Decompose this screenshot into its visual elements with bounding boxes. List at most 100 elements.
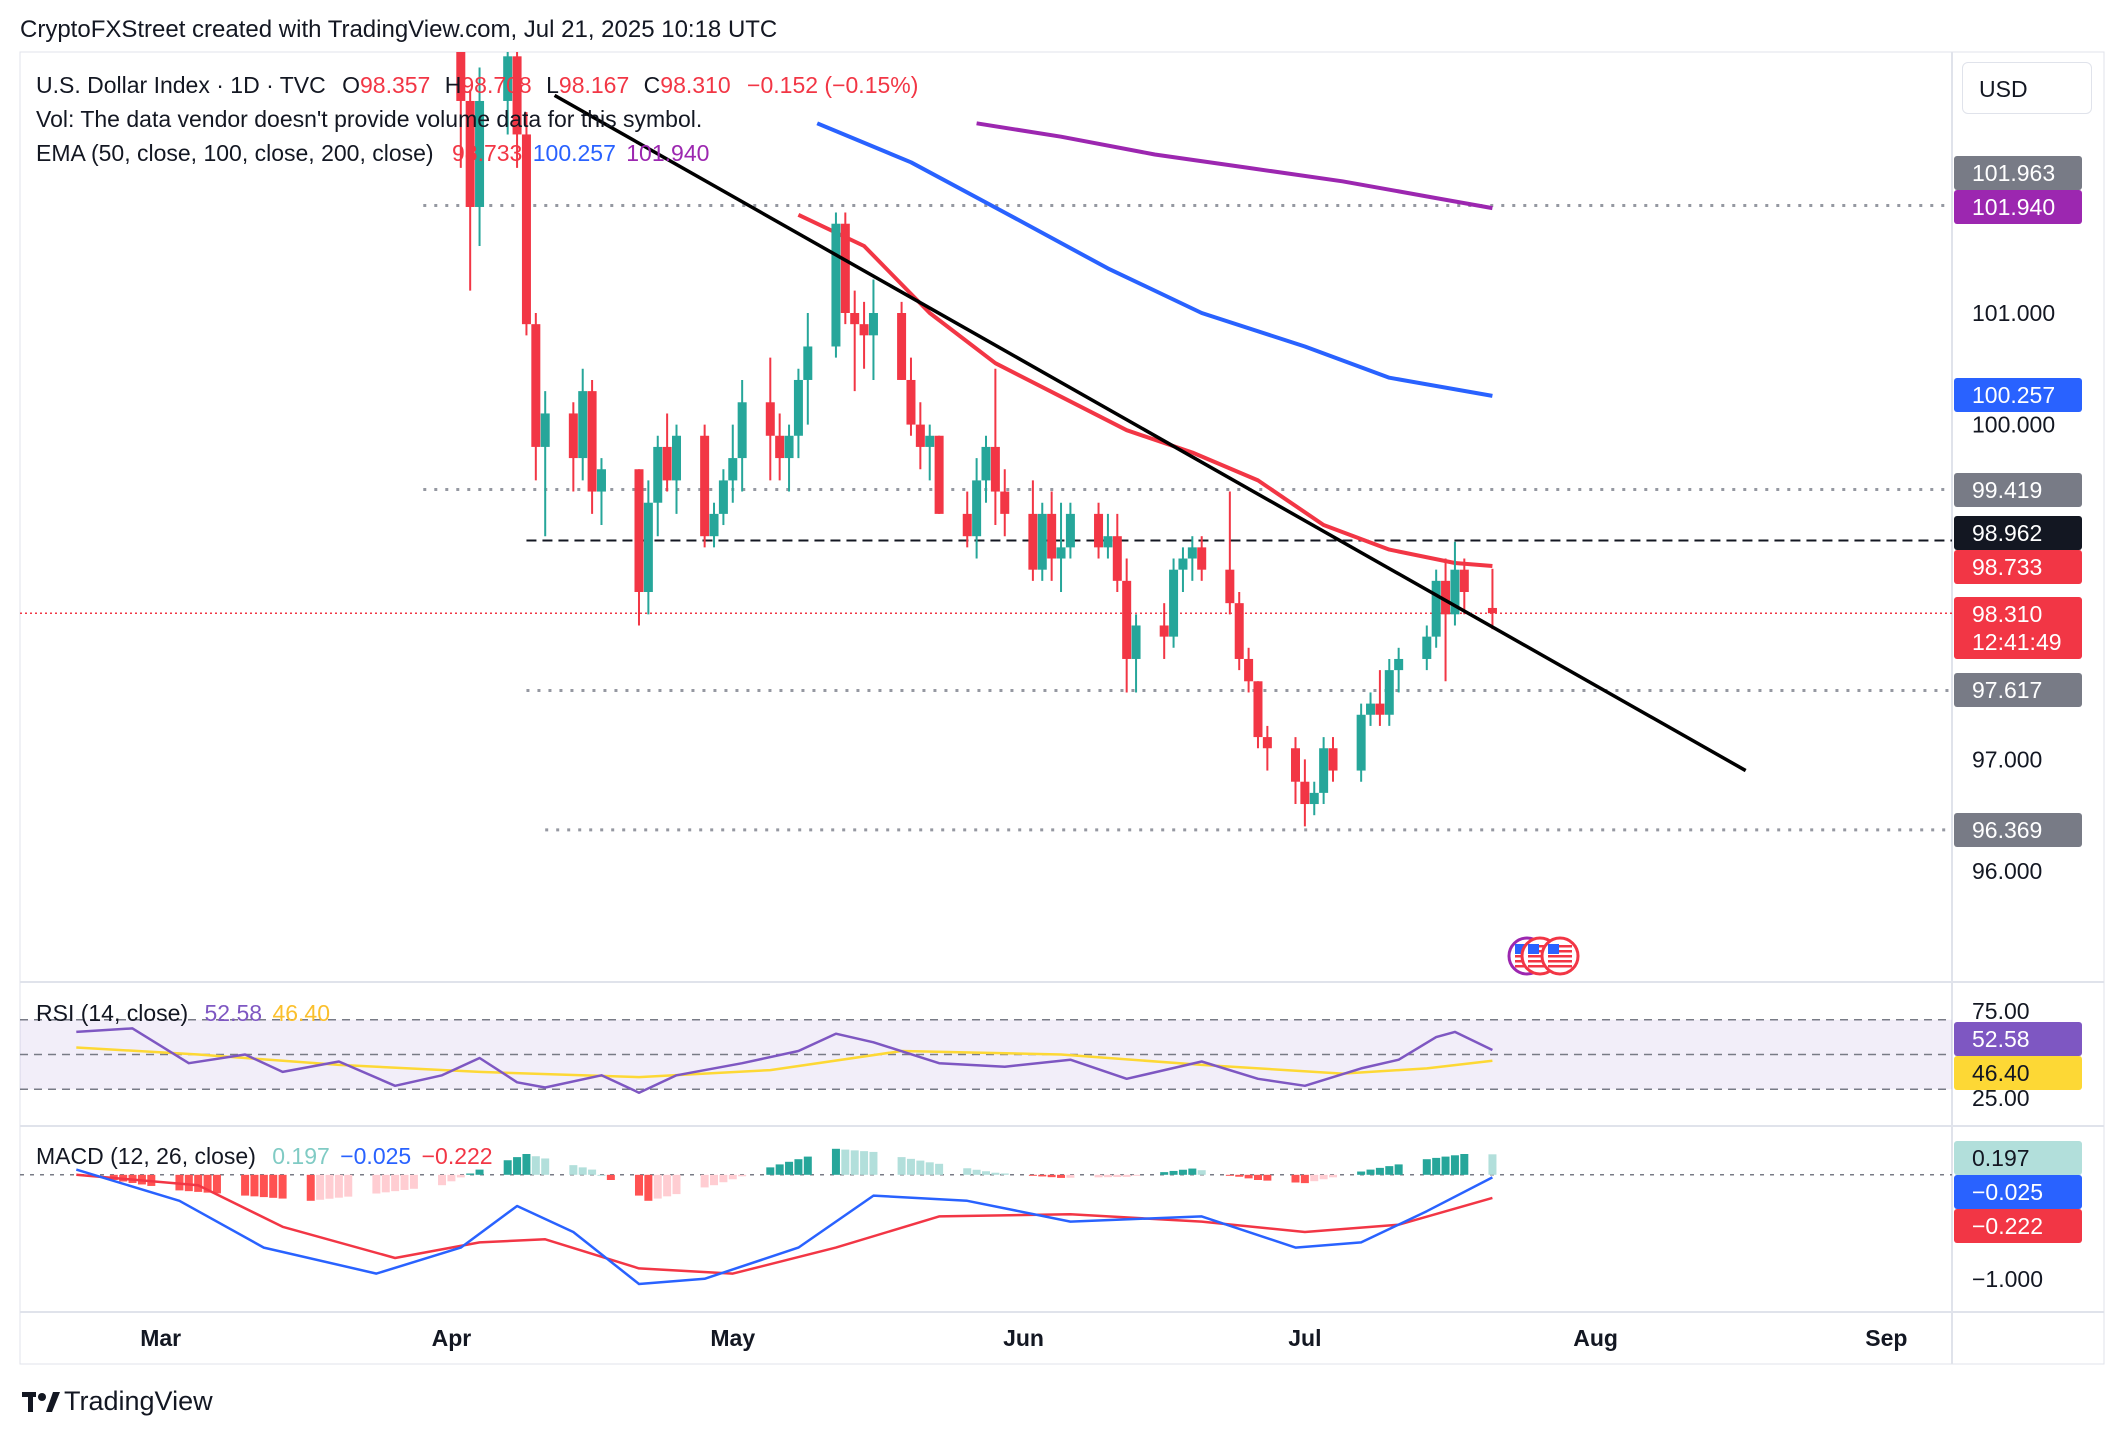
macd-histogram-bar [325, 1174, 334, 1199]
macd-histogram-bar [1028, 1174, 1037, 1176]
price-tick-label: 101.000 [1972, 300, 2055, 326]
candle-body [718, 480, 728, 514]
candle [643, 480, 653, 615]
rsi-label[interactable]: RSI (14, close) [36, 1000, 189, 1026]
macd-histogram-bar [1310, 1174, 1319, 1182]
candle [1028, 480, 1038, 581]
price-tag-bg [1954, 813, 2082, 847]
macd-histogram-bar [897, 1157, 906, 1175]
pane-border [19, 51, 2105, 1365]
candle [1234, 592, 1244, 671]
ema-label[interactable]: EMA (50, close, 100, close, 200, close) [36, 140, 434, 166]
ema200-line [976, 121, 1493, 211]
candle [1422, 625, 1432, 671]
current-price-text: 98.310 [1972, 601, 2042, 627]
logo-slash [46, 1392, 60, 1412]
macd-histogram-bar [1122, 1174, 1131, 1177]
candle [906, 357, 916, 436]
ema-legend[interactable]: EMA (50, close, 100, close, 200, close) … [36, 140, 709, 167]
macd-histogram-bar [1244, 1174, 1253, 1179]
candle [503, 52, 513, 135]
candle [972, 458, 982, 559]
candle [587, 379, 597, 514]
price-axis[interactable]: 101.000100.00097.00096.00075.0025.00−1.0… [1954, 156, 2082, 1292]
candle-body [840, 223, 850, 313]
candle [1178, 547, 1188, 592]
symbol-legend[interactable]: U.S. Dollar Index · 1D · TVC O98.357 H98… [36, 72, 918, 99]
macd-histogram-bar [184, 1174, 193, 1192]
flag-stripe [1528, 950, 1552, 953]
candle [700, 424, 710, 548]
macd-histogram-bar [269, 1174, 278, 1198]
ohlc-open-label: O [342, 72, 360, 98]
candle-body [972, 480, 982, 537]
price-tag-bg [1954, 550, 2082, 584]
price-tag-bg [1954, 156, 2082, 190]
candle [1103, 513, 1113, 559]
macd-label[interactable]: MACD (12, 26, close) [36, 1143, 256, 1169]
macd-histogram-bar [1394, 1164, 1403, 1175]
macd-histogram-bar [663, 1174, 672, 1197]
volume-note: Vol: The data vendor doesn't provide vol… [36, 106, 703, 132]
candle [1122, 558, 1132, 693]
time-axis[interactable]: Mar Apr May Jun Jul Aug Sep [140, 1325, 1907, 1351]
candle [850, 290, 860, 392]
candle [1112, 513, 1122, 592]
macd-histogram-bar [588, 1169, 597, 1175]
macd-histogram-bar [344, 1174, 353, 1197]
candles[interactable] [438, 0, 1497, 827]
candle-body [1197, 547, 1207, 570]
candle [840, 212, 850, 325]
macd-histogram-bar [1225, 1174, 1234, 1176]
economic-events[interactable] [1507, 936, 1580, 976]
candle-body [1487, 607, 1497, 614]
time-tick-label: Jun [1003, 1325, 1044, 1351]
candle-body [1065, 513, 1075, 548]
macd-histogram-bar [278, 1174, 287, 1199]
candle [1309, 781, 1319, 816]
trendline[interactable] [553, 93, 1747, 773]
macd-histogram-bar [194, 1174, 203, 1192]
candle [1037, 502, 1047, 581]
candle-body [1459, 569, 1469, 592]
macd-histogram-bar [860, 1151, 869, 1175]
ema50-value: 98.733 [451, 140, 523, 166]
macd-signal-line [76, 1173, 1493, 1275]
candle [531, 313, 541, 481]
macd-histogram-bar [803, 1156, 812, 1175]
macd-histogram-bar [466, 1173, 475, 1175]
time-tick-label: Jul [1288, 1325, 1321, 1351]
rsi-tick-label: 75.00 [1972, 998, 2030, 1024]
macd-legend[interactable]: MACD (12, 26, close) 0.197 −0.025 −0.222 [36, 1143, 493, 1170]
candle-body [521, 134, 531, 325]
rsi-legend[interactable]: RSI (14, close) 52.58 46.40 [36, 1000, 330, 1027]
candle [653, 435, 663, 537]
candle [934, 435, 944, 514]
candle-body [1450, 569, 1460, 615]
symbol-name[interactable]: U.S. Dollar Index · 1D · TVC [36, 72, 326, 98]
macd-histogram-bar [259, 1174, 268, 1198]
macd-histogram-bar [963, 1168, 972, 1175]
candle-body [1309, 792, 1319, 805]
price-tag-bg [1954, 597, 2082, 659]
price-tag: 96.369 [1954, 813, 2082, 847]
candle [775, 413, 785, 481]
macd-histogram-bar [785, 1161, 794, 1175]
currency-button[interactable]: USD [1962, 62, 2092, 114]
candle-body [1375, 703, 1385, 715]
macd-histogram-bar [203, 1174, 212, 1193]
candle-body [1300, 781, 1310, 805]
price-tag-bg [1954, 1209, 2082, 1243]
price-tag: 97.617 [1954, 673, 2082, 707]
macd-histogram-bar [1103, 1174, 1112, 1178]
candle-body [709, 513, 719, 537]
candle-body [587, 391, 597, 492]
price-tag: 98.962 [1954, 516, 2082, 550]
time-tick-label: Mar [140, 1325, 181, 1351]
macd-histogram-bar [1263, 1174, 1272, 1181]
macd-histogram-bar [850, 1150, 859, 1175]
candle [803, 313, 813, 425]
macd-histogram-bar [841, 1149, 850, 1175]
macd-histogram-bar [569, 1165, 578, 1175]
